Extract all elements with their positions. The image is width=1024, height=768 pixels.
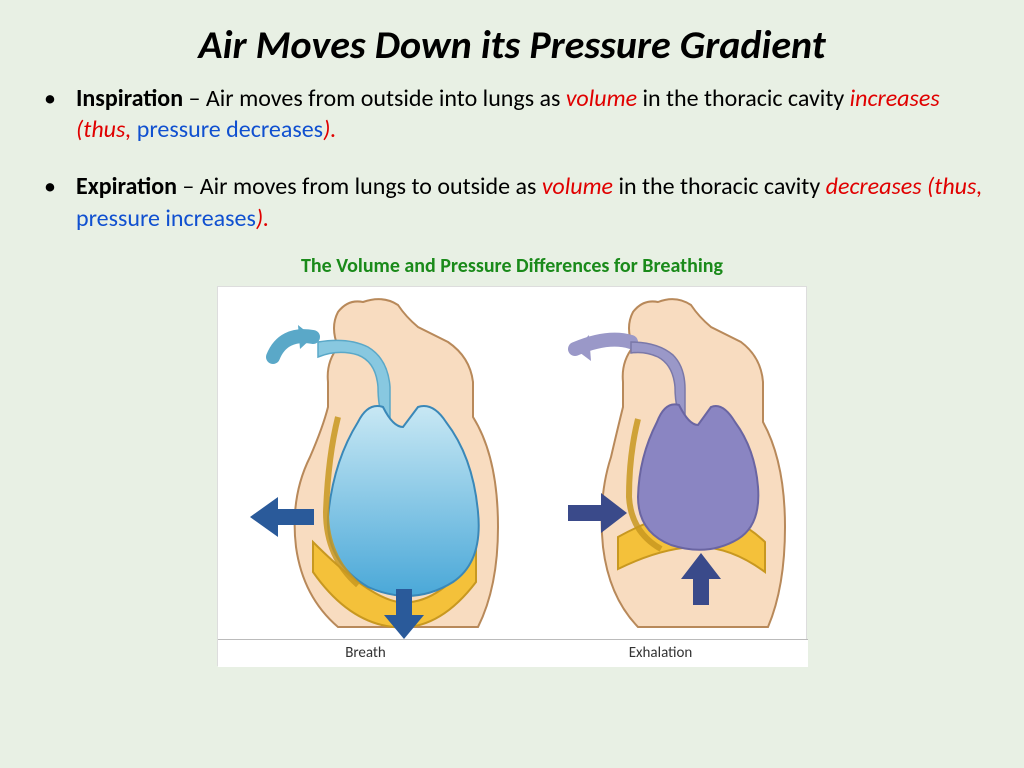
- exp-lead: Expiration: [76, 172, 177, 201]
- exhalation-caption: Exhalation: [513, 639, 808, 667]
- insp-volume: volume: [566, 84, 637, 113]
- insp-change: increases: [850, 84, 940, 113]
- exp-thus-open: (thus,: [922, 172, 983, 201]
- insp-pressure: pressure decreases: [137, 115, 323, 144]
- panel-exhalation: Exhalation: [513, 287, 808, 667]
- exp-volume: volume: [542, 172, 613, 201]
- exp-pressure: pressure increases: [76, 204, 256, 233]
- panel-breath: Breath: [218, 287, 513, 667]
- insp-thus-close: ).: [323, 115, 336, 144]
- breathing-figure: Breath Exhalat: [217, 286, 807, 666]
- insp-lead: Inspiration: [76, 84, 183, 113]
- page-title: Air Moves Down its Pressure Gradient: [30, 20, 994, 69]
- insp-t2: in the thoracic cavity: [637, 84, 850, 113]
- bullet-inspiration: Inspiration – Air moves from outside int…: [30, 83, 994, 145]
- exp-change: decreases: [826, 172, 922, 201]
- breath-caption: Breath: [218, 639, 513, 667]
- bullet-expiration: Expiration – Air moves from lungs to out…: [30, 171, 994, 233]
- bullet-list: Inspiration – Air moves from outside int…: [30, 83, 994, 234]
- exp-t1: – Air moves from lungs to outside as: [177, 172, 542, 201]
- exp-t2: in the thoracic cavity: [613, 172, 826, 201]
- figure-subtitle: The Volume and Pressure Differences for …: [30, 254, 994, 278]
- insp-thus-open: (thus,: [76, 115, 137, 144]
- insp-t1: – Air moves from outside into lungs as: [183, 84, 566, 113]
- exp-thus-close: ).: [256, 204, 269, 233]
- exhalation-illustration: [513, 287, 808, 639]
- breath-illustration: [218, 287, 513, 639]
